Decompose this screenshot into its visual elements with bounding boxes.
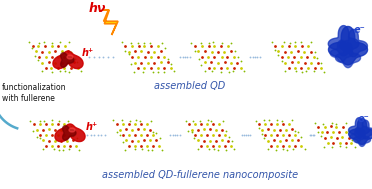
Polygon shape — [356, 120, 372, 139]
Text: e⁻: e⁻ — [358, 114, 370, 124]
Polygon shape — [67, 55, 73, 59]
Text: hν: hν — [88, 2, 106, 15]
Text: functionalization
with fullerene: functionalization with fullerene — [2, 83, 67, 103]
Polygon shape — [340, 29, 368, 57]
Text: assembled QD: assembled QD — [154, 81, 226, 91]
Text: h⁺: h⁺ — [86, 122, 98, 132]
Polygon shape — [350, 128, 365, 143]
Polygon shape — [328, 26, 359, 56]
Polygon shape — [62, 126, 76, 140]
Polygon shape — [69, 128, 75, 132]
Polygon shape — [349, 118, 372, 145]
Text: assembled QD-fullerene nanocomposite: assembled QD-fullerene nanocomposite — [102, 170, 298, 180]
Text: h⁺: h⁺ — [82, 48, 94, 58]
Polygon shape — [328, 26, 368, 65]
Polygon shape — [353, 129, 371, 146]
Polygon shape — [349, 118, 369, 138]
Text: e⁻: e⁻ — [354, 25, 366, 35]
Polygon shape — [330, 40, 353, 62]
Polygon shape — [53, 51, 83, 69]
Polygon shape — [336, 43, 360, 68]
Polygon shape — [55, 124, 85, 142]
Polygon shape — [61, 53, 74, 67]
Polygon shape — [102, 10, 118, 35]
